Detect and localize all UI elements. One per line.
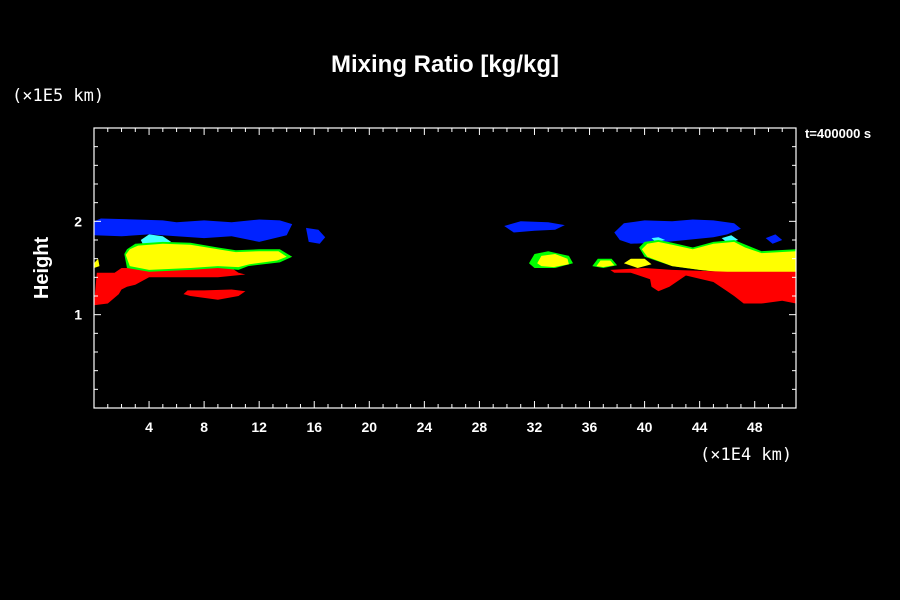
x-tick-label: 48 (747, 419, 763, 435)
x-tick-label: 44 (692, 419, 708, 435)
region-blue-2 (94, 218, 293, 242)
mixing-ratio-regions (94, 218, 796, 306)
region-red-1 (183, 289, 246, 300)
x-tick-label: 40 (637, 419, 653, 435)
x-tick-label: 16 (306, 419, 322, 435)
x-tick-label: 8 (200, 419, 208, 435)
region-blue-10 (765, 234, 783, 244)
x-tick-label: 32 (527, 419, 543, 435)
y-axis-label: Height (31, 237, 53, 300)
region-yellow-6 (125, 243, 287, 270)
region-blue-3 (306, 227, 326, 244)
region-yellow-14 (537, 254, 569, 268)
x-tick-label: 20 (362, 419, 378, 435)
x-tick-label: 36 (582, 419, 598, 435)
region-yellow-16 (596, 260, 615, 268)
region-yellow-7 (94, 258, 100, 268)
x-tick-label: 24 (417, 419, 433, 435)
y-axis-unit: (×1E5 km) (12, 86, 104, 106)
x-tick-label: 12 (251, 419, 267, 435)
y-tick-label: 1 (74, 307, 82, 323)
region-yellow-18 (641, 241, 796, 273)
region-red-0 (94, 268, 246, 306)
time-label: t=400000 s (805, 126, 871, 141)
y-tick-label: 2 (74, 213, 82, 229)
x-tick-label: 4 (145, 419, 153, 435)
region-yellow-19 (623, 258, 652, 268)
chart-title: Mixing Ratio [kg/kg] (331, 51, 559, 78)
region-blue-8 (504, 221, 565, 233)
region-red-20 (610, 268, 796, 304)
region-blue-9 (614, 219, 741, 244)
axis-ticks (94, 128, 796, 408)
x-axis-unit: (×1E4 km) (700, 445, 792, 465)
x-tick-label: 28 (472, 419, 488, 435)
plot-frame (93, 127, 797, 409)
